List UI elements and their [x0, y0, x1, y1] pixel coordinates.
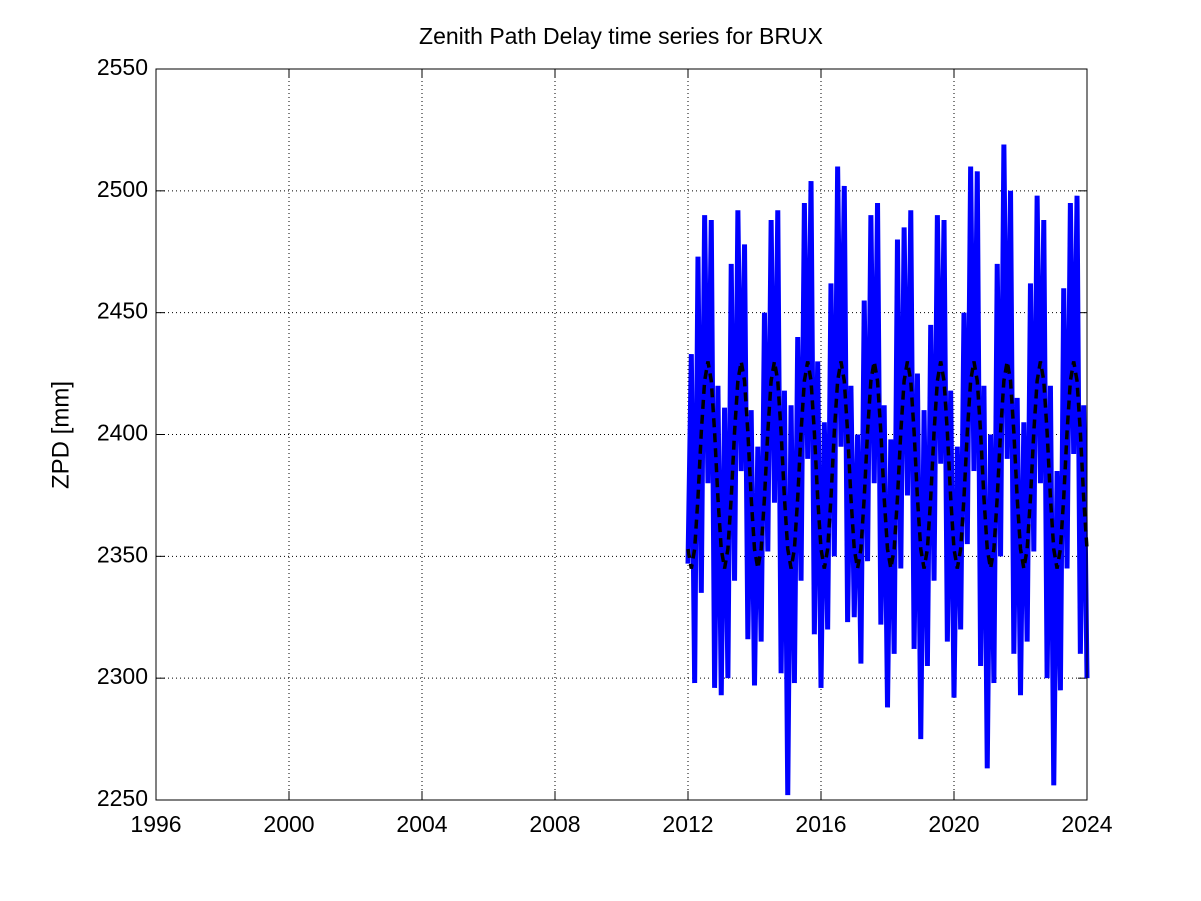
axes-box: [155, 68, 1088, 801]
x-tick-label: 2016: [795, 811, 846, 837]
x-tick-label: 1996: [130, 811, 181, 837]
y-tick-label: 2300: [97, 663, 148, 689]
x-tick-label: 2000: [263, 811, 314, 837]
x-tick-label: 2008: [529, 811, 580, 837]
x-tick-label: 2012: [662, 811, 713, 837]
data-line: [685, 144, 1090, 796]
x-tick-label: 2024: [1061, 811, 1112, 837]
data-line: [686, 361, 1089, 569]
x-tick-label: 2004: [396, 811, 447, 837]
y-tick-label: 2250: [97, 785, 148, 811]
y-axis-label: ZPD [mm]: [47, 381, 74, 489]
y-tick-label: 2400: [97, 420, 148, 446]
chart-title: Zenith Path Delay time series for BRUX: [419, 23, 823, 49]
y-tick-label: 2450: [97, 298, 148, 324]
y-tick-label: 2550: [97, 54, 148, 80]
y-tick-label: 2500: [97, 176, 148, 202]
y-tick-label: 2350: [97, 541, 148, 567]
x-tick-label: 2020: [928, 811, 979, 837]
